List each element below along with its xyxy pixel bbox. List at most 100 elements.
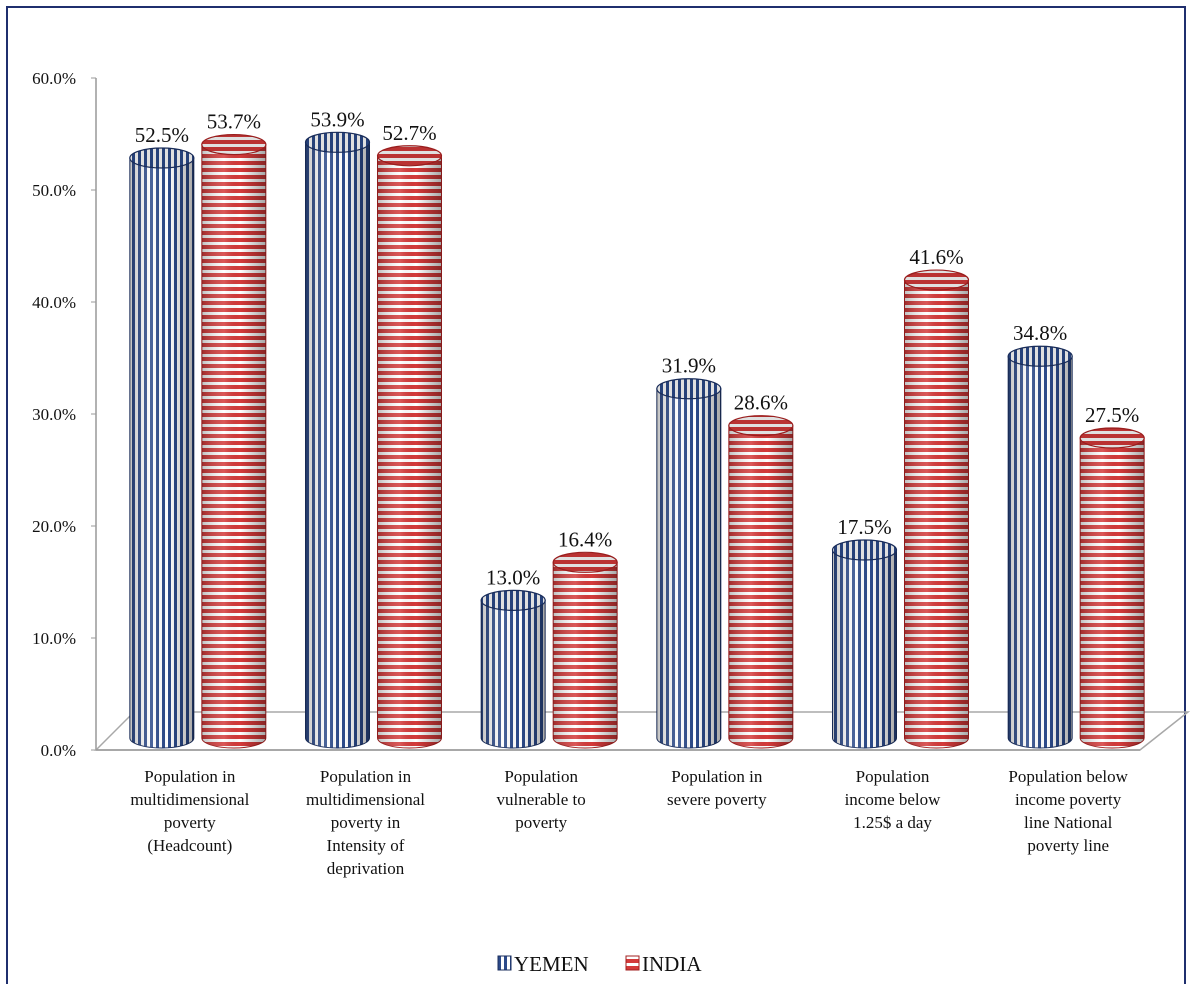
data-labels: 52.5% 53.7% 53.9% 52.7% 13.0% 16.4% 31.9% 28.6%… [135, 107, 1140, 589]
bar-cap [376, 145, 443, 167]
y-tick-label: 50.0% [32, 181, 76, 200]
bar-cap [1079, 427, 1145, 449]
category-label-line: (Headcount) [147, 836, 232, 855]
bar-india [1079, 427, 1145, 749]
category-label-line: multidimensional [306, 790, 425, 809]
category-label-line: Population below [1008, 767, 1128, 786]
category-label-line: Intensity of [327, 836, 405, 855]
category-labels: Population in multidimensional poverty (Hea… [130, 767, 1128, 878]
axes: 0.0% 10.0% 20.0% 30.0% 40.0% 50.0% 60.0% [32, 69, 1191, 760]
y-tick-label: 20.0% [32, 517, 76, 536]
data-label-yemen: 13.0% [486, 565, 540, 589]
category-label-line: deprivation [327, 859, 405, 878]
bar-shading [553, 562, 618, 748]
data-label-yemen: 52.5% [135, 123, 189, 147]
bar-cap [1007, 345, 1073, 367]
bar-cap-shade [1080, 428, 1145, 448]
category-label-line: vulnerable to [497, 790, 586, 809]
bar-shading [377, 155, 442, 748]
category-label-line: line National [1024, 813, 1113, 832]
data-label-india: 53.7% [207, 110, 261, 134]
category-label-line: severe poverty [667, 790, 767, 809]
bar-cap [480, 589, 546, 612]
y-tick-label: 40.0% [32, 293, 76, 312]
bar-cap [656, 378, 722, 400]
bar-shading [305, 142, 370, 748]
bar-shading [832, 550, 897, 748]
category-label-line: income below [845, 790, 942, 809]
bar-shading [1008, 356, 1073, 748]
y-tick-label: 0.0% [41, 741, 76, 760]
bar-cap-shade [201, 134, 266, 155]
bar-cap [728, 415, 794, 437]
chart-frame [6, 6, 1186, 984]
bar-india [201, 133, 267, 749]
bar-shading [728, 425, 793, 748]
category-label-line: Population in [320, 767, 412, 786]
category-label: Population below income poverty line Natio… [1008, 767, 1128, 855]
bar-shading [481, 600, 546, 748]
bar-shading [201, 144, 266, 748]
bar-yemen [831, 539, 898, 749]
category-label-line: Population [856, 767, 930, 786]
category-label-line: multidimensional [130, 790, 249, 809]
bar-cap [201, 133, 267, 156]
category-label: Population vulnerable to poverty [497, 767, 586, 832]
bar-cap-shade [129, 148, 194, 168]
data-label-yemen: 31.9% [662, 354, 716, 378]
legend-label-india: INDIA [642, 952, 702, 976]
legend-swatch-yemen [497, 955, 512, 971]
bar-shading [904, 280, 969, 748]
bar-cap [831, 539, 898, 561]
category-label-line: Population in [144, 767, 236, 786]
data-label-india: 41.6% [909, 245, 963, 269]
y-tick-label: 60.0% [32, 69, 76, 88]
bars [129, 131, 1145, 749]
bar-shading [656, 388, 721, 748]
legend: YEMEN INDIA [497, 952, 702, 976]
bar-cap-shade [481, 590, 546, 611]
bar-shading [1080, 438, 1145, 748]
data-label-india: 27.5% [1085, 403, 1139, 427]
bar-india [903, 269, 970, 749]
bar-cap [304, 131, 371, 153]
bar-shading [129, 158, 194, 748]
y-tick-label: 10.0% [32, 629, 76, 648]
category-label-line: Population in [671, 767, 763, 786]
category-label-line: income poverty [1015, 790, 1122, 809]
data-label-yemen: 34.8% [1013, 321, 1067, 345]
bar-yemen [129, 147, 195, 749]
data-label-india: 16.4% [558, 527, 612, 551]
legend-label-yemen: YEMEN [514, 952, 589, 976]
bar-cap-shade [728, 415, 793, 436]
bar-india [376, 145, 443, 749]
y-tick-label: 30.0% [32, 405, 76, 424]
category-label-line: poverty [515, 813, 567, 832]
bar-yemen [1007, 345, 1073, 749]
bar-cap [552, 551, 618, 573]
bar-india [728, 415, 794, 749]
legend-swatch-india [625, 955, 640, 971]
data-label-india: 28.6% [734, 391, 788, 415]
bar-cap [129, 147, 195, 169]
category-label: Population in multidimensional poverty in I… [306, 767, 425, 878]
category-label: Population income below 1.25$ a day [845, 767, 942, 832]
bar-cap-shade [832, 540, 897, 560]
data-label-india: 52.7% [382, 121, 436, 145]
data-label-yemen: 53.9% [310, 107, 364, 131]
category-label-line: poverty [164, 813, 216, 832]
category-label: Population in severe poverty [667, 767, 767, 809]
bar-cap-shade [553, 552, 618, 573]
bar-cap [903, 269, 970, 291]
category-label-line: 1.25$ a day [853, 813, 932, 832]
category-label-line: poverty in [331, 813, 401, 832]
bar-cap-shade [1008, 346, 1073, 367]
bar-yemen [656, 378, 722, 749]
bar-cap-shade [904, 270, 969, 291]
data-label-yemen: 17.5% [837, 515, 891, 539]
category-label-line: poverty line [1027, 836, 1109, 855]
category-label-line: Population [504, 767, 578, 786]
bar-india [552, 551, 618, 749]
bar-yemen [480, 589, 546, 749]
